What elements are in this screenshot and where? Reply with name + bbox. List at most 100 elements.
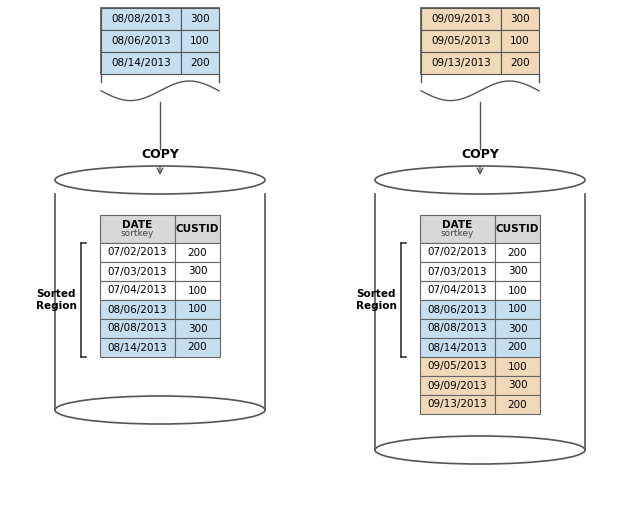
Text: DATE: DATE	[442, 220, 473, 230]
Text: 200: 200	[508, 400, 528, 410]
Bar	[495, 338, 540, 357]
Bar	[420, 281, 495, 300]
Bar	[100, 243, 175, 262]
Text: 200: 200	[508, 342, 528, 352]
Bar	[175, 262, 220, 281]
Bar	[420, 376, 495, 395]
Text: 200: 200	[187, 342, 208, 352]
Bar	[100, 215, 175, 243]
Bar	[495, 243, 540, 262]
Text: 07/02/2013: 07/02/2013	[108, 248, 167, 258]
Text: Sorted
Region: Sorted Region	[355, 289, 396, 311]
Bar	[100, 319, 175, 338]
Text: 300: 300	[508, 323, 528, 333]
Bar	[495, 215, 540, 243]
Bar	[55, 194, 265, 410]
Text: 100: 100	[508, 361, 528, 372]
Bar	[181, 8, 219, 30]
Text: 08/08/2013: 08/08/2013	[111, 14, 171, 24]
Text: 07/02/2013: 07/02/2013	[428, 248, 487, 258]
Bar	[421, 8, 501, 30]
Bar	[495, 357, 540, 376]
Bar	[420, 262, 495, 281]
Text: COPY: COPY	[141, 148, 179, 162]
Text: 09/05/2013: 09/05/2013	[428, 361, 487, 372]
Bar	[100, 281, 175, 300]
Text: 08/14/2013: 08/14/2013	[428, 342, 487, 352]
Bar	[175, 319, 220, 338]
Text: 200: 200	[190, 58, 210, 68]
Bar	[495, 300, 540, 319]
Text: 07/04/2013: 07/04/2013	[428, 286, 487, 296]
Bar	[421, 52, 501, 74]
Bar	[421, 30, 501, 52]
Text: COPY: COPY	[461, 148, 499, 162]
Text: CUSTID: CUSTID	[176, 224, 219, 234]
Bar	[101, 8, 219, 74]
Bar	[100, 262, 175, 281]
Bar	[100, 338, 175, 357]
Text: 08/06/2013: 08/06/2013	[428, 305, 487, 314]
Ellipse shape	[375, 436, 585, 464]
Bar	[420, 300, 495, 319]
Bar	[181, 30, 219, 52]
Text: Sorted
Region: Sorted Region	[35, 289, 76, 311]
Bar	[495, 376, 540, 395]
Bar	[175, 215, 220, 243]
Bar	[175, 243, 220, 262]
Text: 09/13/2013: 09/13/2013	[428, 400, 487, 410]
Text: DATE: DATE	[122, 220, 153, 230]
Text: 300: 300	[510, 14, 530, 24]
Text: 100: 100	[508, 286, 528, 296]
Text: 200: 200	[187, 248, 208, 258]
Text: 07/03/2013: 07/03/2013	[428, 267, 487, 277]
Text: 100: 100	[187, 286, 208, 296]
Ellipse shape	[55, 396, 265, 424]
Text: sortkey: sortkey	[441, 229, 474, 239]
Bar	[101, 52, 181, 74]
Bar	[495, 281, 540, 300]
Text: 09/09/2013: 09/09/2013	[428, 381, 487, 391]
Bar	[420, 243, 495, 262]
Bar	[501, 52, 539, 74]
Bar	[175, 300, 220, 319]
Text: 200: 200	[510, 58, 530, 68]
Bar	[101, 8, 181, 30]
Text: sortkey: sortkey	[121, 229, 154, 239]
Text: 08/08/2013: 08/08/2013	[428, 323, 487, 333]
Bar	[100, 300, 175, 319]
Bar	[181, 52, 219, 74]
Bar	[420, 338, 495, 357]
Text: 300: 300	[508, 267, 528, 277]
Text: 07/03/2013: 07/03/2013	[108, 267, 167, 277]
Text: 300: 300	[190, 14, 210, 24]
Bar	[495, 395, 540, 414]
Bar	[375, 194, 585, 450]
Bar	[175, 281, 220, 300]
Text: 08/14/2013: 08/14/2013	[108, 342, 167, 352]
Bar	[420, 395, 495, 414]
Ellipse shape	[375, 166, 585, 194]
Text: CUSTID: CUSTID	[496, 224, 539, 234]
Bar	[420, 319, 495, 338]
Text: 100: 100	[510, 36, 530, 46]
Text: 09/09/2013: 09/09/2013	[431, 14, 491, 24]
Text: 300: 300	[187, 323, 208, 333]
Text: 08/08/2013: 08/08/2013	[108, 323, 167, 333]
Text: 100: 100	[508, 305, 528, 314]
Bar	[495, 319, 540, 338]
Bar	[175, 338, 220, 357]
Ellipse shape	[55, 166, 265, 194]
Bar	[420, 215, 495, 243]
Text: 08/06/2013: 08/06/2013	[111, 36, 171, 46]
Bar	[501, 30, 539, 52]
Bar	[101, 30, 181, 52]
Text: 07/04/2013: 07/04/2013	[108, 286, 167, 296]
Bar	[495, 262, 540, 281]
Bar	[420, 357, 495, 376]
Text: 100: 100	[187, 305, 208, 314]
Text: 08/06/2013: 08/06/2013	[108, 305, 167, 314]
Text: 09/13/2013: 09/13/2013	[431, 58, 491, 68]
Text: 09/05/2013: 09/05/2013	[431, 36, 491, 46]
Text: 200: 200	[508, 248, 528, 258]
